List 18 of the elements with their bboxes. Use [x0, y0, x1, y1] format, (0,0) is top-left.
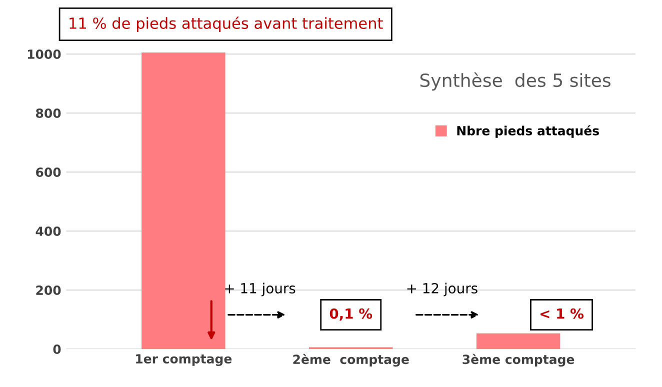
legend-label: Nbre pieds attaqués — [457, 125, 599, 138]
y-tick-label: 1000 — [28, 50, 61, 59]
annotation: < 1 % — [540, 308, 584, 319]
y-tick-label: 800 — [36, 108, 61, 118]
x-tick-label: 3ème comptage — [462, 354, 574, 367]
text: Synthèse des 5 sites — [420, 72, 610, 91]
bar — [142, 52, 226, 350]
text: 11 % de pieds attaqués avant traitement — [70, 16, 383, 32]
annotation: + 12 jours — [407, 282, 478, 296]
x-tick-label: 1er comptage — [136, 354, 232, 366]
annotation: 0,1 % — [330, 308, 372, 321]
y-tick-label: 0 — [53, 344, 61, 354]
bar — [476, 333, 560, 350]
y-tick-label: 200 — [36, 286, 61, 295]
annotation: + 11 jours — [225, 282, 296, 296]
y-tick-label: 600 — [36, 168, 61, 177]
y-tick-label: 400 — [36, 226, 61, 236]
x-tick-label: 2ème comptage — [293, 354, 409, 367]
